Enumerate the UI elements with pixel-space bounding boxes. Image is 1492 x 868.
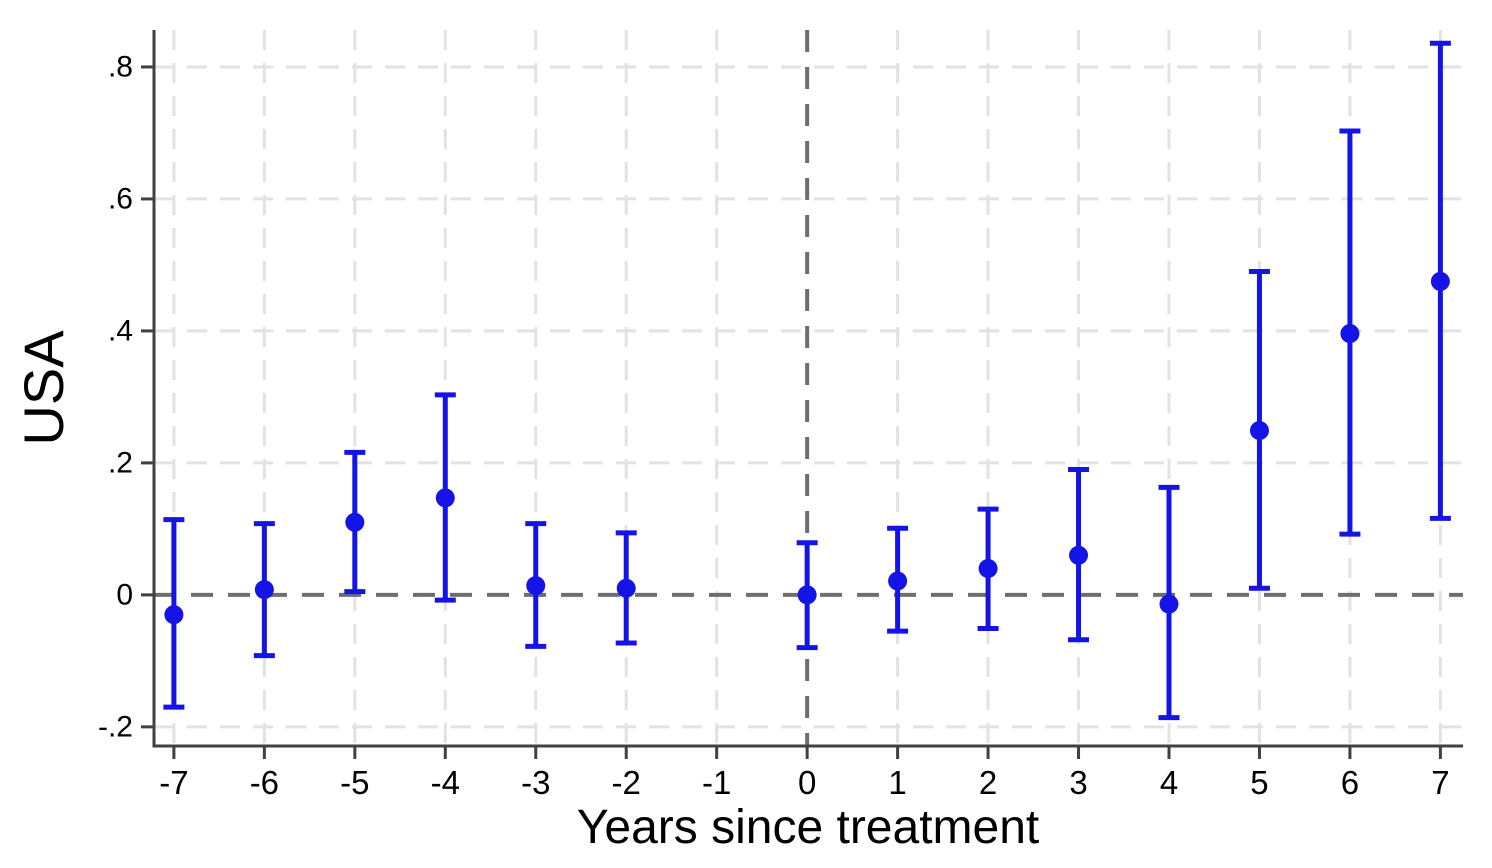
x-tick-label: 2: [979, 764, 997, 801]
x-tick-label: 6: [1341, 764, 1359, 801]
x-tick-label: 4: [1160, 764, 1178, 801]
y-tick-label: .8: [108, 50, 133, 83]
point-estimate-marker: [526, 576, 546, 596]
point-estimate-marker: [345, 512, 365, 532]
x-tick-label: -6: [250, 764, 279, 801]
point-estimate-marker: [1249, 421, 1269, 441]
x-tick-label: 0: [798, 764, 816, 801]
y-tick-label: .6: [108, 182, 133, 215]
point-estimate-marker: [1430, 271, 1450, 291]
x-tick-label: 5: [1250, 764, 1268, 801]
x-tick-label: 7: [1431, 764, 1449, 801]
point-estimate-marker: [888, 571, 908, 591]
point-estimate-marker: [978, 558, 998, 578]
point-estimate-marker: [1159, 594, 1179, 614]
x-tick-label: -2: [612, 764, 641, 801]
x-tick-label: -4: [431, 764, 460, 801]
x-tick-label: -1: [702, 764, 731, 801]
y-tick-label: 0: [116, 578, 133, 611]
point-estimate-marker: [1069, 545, 1089, 565]
y-tick-label: .2: [108, 446, 133, 479]
x-tick-label: -7: [159, 764, 188, 801]
y-tick-label: -.2: [98, 710, 133, 743]
x-tick-label: -3: [521, 764, 550, 801]
point-estimate-marker: [797, 585, 817, 605]
point-estimate-marker: [1340, 324, 1360, 344]
x-tick-label: -5: [340, 764, 369, 801]
point-estimate-marker: [254, 580, 274, 600]
x-axis-title: Years since treatment: [576, 801, 1040, 854]
point-estimate-marker: [435, 488, 455, 508]
point-estimate-marker: [616, 578, 636, 598]
y-axis-title: USA: [12, 330, 75, 446]
x-tick-label: 1: [888, 764, 906, 801]
x-tick-label: 3: [1069, 764, 1087, 801]
point-estimate-marker: [164, 605, 184, 625]
y-tick-label: .4: [108, 314, 133, 347]
